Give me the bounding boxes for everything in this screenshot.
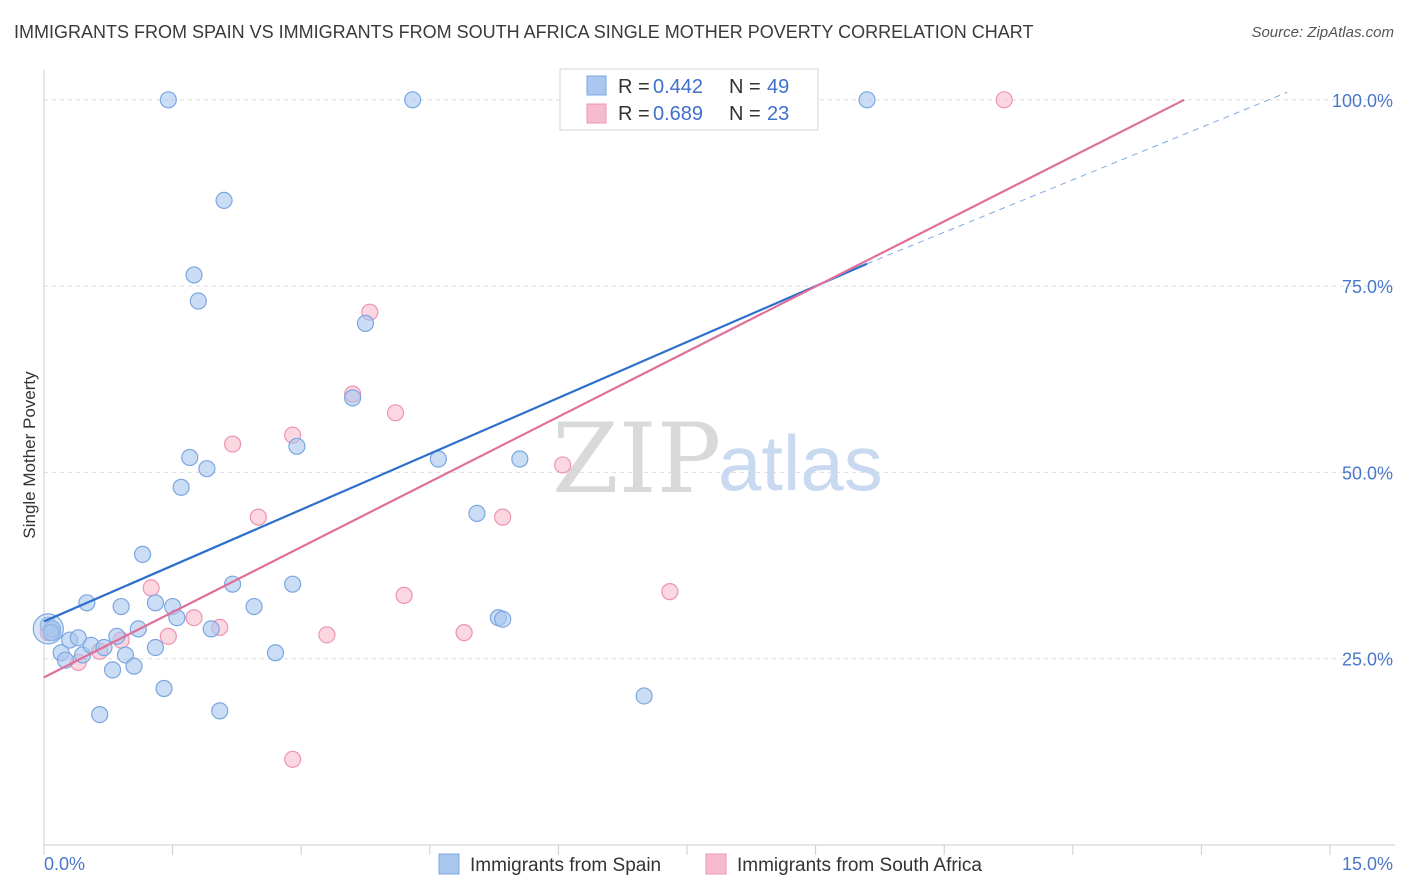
y-tick-label-0: 25.0% — [1342, 650, 1393, 670]
point-spain-37 — [344, 389, 362, 407]
legend-r-value-spain: 0.442 — [653, 76, 703, 98]
point-spain-34 — [266, 644, 285, 662]
point-spain-21 — [159, 91, 177, 109]
trend-layer — [43, 91, 1288, 679]
point-sa-23 — [284, 750, 302, 768]
stats-legend: R = 0.442 N = 49 R = 0.689 N = 23 — [559, 68, 819, 131]
x-tick-label-0: 0.0% — [44, 854, 85, 874]
point-spain-48 — [42, 624, 60, 642]
legend-n-label-spain: N = — [729, 76, 761, 98]
points-layer — [32, 91, 1013, 768]
watermark-atlas: atlas — [718, 419, 883, 507]
trendline-sa — [43, 98, 1185, 679]
point-spain-33 — [245, 597, 263, 616]
point-spain-11 — [103, 661, 122, 679]
y-tick-label-3: 100.0% — [1332, 91, 1393, 111]
point-spain-13 — [112, 597, 130, 616]
legend-n-value-sa: 23 — [767, 103, 789, 125]
legend-r-label-spain: R = — [618, 76, 650, 98]
point-sa-5 — [142, 579, 160, 597]
point-spain-24 — [172, 478, 190, 496]
point-spain-cluster — [32, 613, 64, 645]
point-spain-46 — [858, 91, 876, 109]
trendline-spain — [43, 262, 868, 623]
point-spain-25 — [181, 448, 199, 467]
axis-layer — [43, 70, 1395, 855]
point-spain-36 — [288, 437, 306, 455]
point-sa-6 — [159, 627, 177, 645]
point-sa-16 — [395, 586, 413, 604]
point-spain-12 — [108, 627, 126, 645]
point-sa-12 — [318, 626, 336, 644]
bottom-legend-label-spain: Immigrants from Spain — [470, 855, 661, 876]
point-spain-41 — [468, 504, 486, 522]
point-spain-38 — [356, 314, 375, 332]
point-spain-30 — [211, 702, 229, 720]
point-sa-18 — [494, 508, 512, 526]
watermark-zip: ZIP — [552, 403, 721, 515]
legend-n-value-spain: 49 — [767, 76, 789, 98]
legend-r-label-sa: R = — [618, 103, 650, 125]
legend-swatch-sa — [586, 103, 607, 124]
point-spain-9 — [91, 705, 109, 724]
point-spain-19 — [146, 594, 165, 612]
point-spain-45 — [635, 687, 653, 705]
point-spain-15 — [125, 657, 143, 675]
point-sa-17 — [455, 624, 473, 642]
point-spain-17 — [133, 545, 152, 563]
y-axis-title: Single Mother Poverty — [20, 371, 39, 539]
bottom-legend-swatch-spain — [438, 853, 460, 875]
y-tick-label-2: 75.0% — [1342, 277, 1393, 297]
point-spain-20 — [155, 679, 173, 698]
bottom-legend-label-sa: Immigrants from South Africa — [737, 855, 982, 876]
watermark: ZIP atlas — [552, 403, 883, 515]
chart-source: Source: ZipAtlas.com — [1251, 24, 1394, 41]
point-spain-39 — [404, 91, 422, 109]
point-spain-27 — [189, 292, 207, 310]
point-sa-9 — [224, 435, 242, 453]
point-spain-31 — [215, 191, 233, 210]
point-sa-19 — [554, 456, 572, 474]
point-spain-43 — [494, 610, 512, 628]
point-sa-22 — [995, 91, 1013, 109]
point-spain-28 — [198, 460, 216, 478]
point-spain-5 — [69, 629, 87, 647]
point-spain-44 — [511, 450, 529, 468]
point-spain-26 — [185, 266, 203, 284]
point-spain-18 — [146, 638, 165, 657]
legend-n-label-sa: N = — [729, 103, 761, 125]
y-tick-label-1: 50.0% — [1342, 463, 1393, 483]
legend-swatch-spain — [586, 75, 607, 96]
point-spain-29 — [202, 620, 220, 638]
point-sa-20 — [661, 583, 679, 601]
x-tick-label-1: 15.0% — [1342, 854, 1393, 874]
series-legend: Immigrants from Spain Immigrants from So… — [438, 853, 982, 876]
legend-r-value-sa: 0.689 — [653, 103, 703, 125]
bottom-legend-swatch-sa — [705, 853, 727, 875]
chart-title: IMMIGRANTS FROM SPAIN VS IMMIGRANTS FROM… — [14, 22, 1034, 42]
point-sa-7 — [185, 609, 203, 627]
tick-labels: 25.0% 50.0% 75.0% 100.0% 0.0% 15.0% — [44, 91, 1393, 874]
point-sa-10 — [249, 508, 267, 526]
point-sa-15 — [386, 404, 405, 422]
trendline-spain-extension — [866, 91, 1288, 265]
point-spain-35 — [284, 575, 302, 593]
